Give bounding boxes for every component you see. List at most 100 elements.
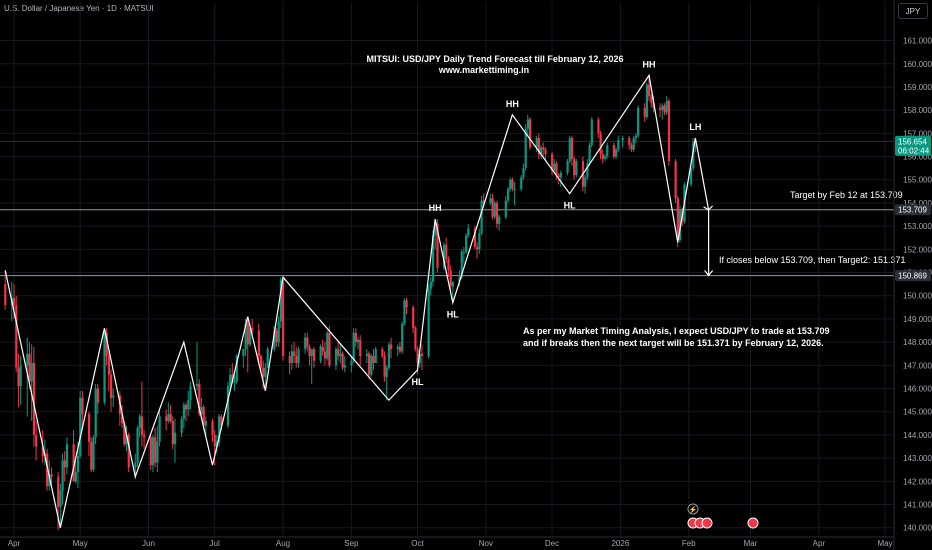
forecast-arrow-head bbox=[704, 270, 714, 277]
price-label-value: 150.869 bbox=[898, 272, 927, 281]
candle-body bbox=[678, 209, 682, 241]
candle-body bbox=[242, 349, 245, 357]
candle-body bbox=[151, 437, 155, 466]
candle-body bbox=[535, 137, 538, 148]
y-tick-label: 147.000 bbox=[903, 361, 932, 370]
candle-body bbox=[13, 298, 16, 306]
y-tick-label: 152.000 bbox=[903, 245, 932, 254]
y-tick-label: 145.000 bbox=[903, 408, 932, 417]
price-label-box bbox=[895, 135, 931, 156]
candle-body bbox=[667, 100, 671, 162]
event-flag-icon[interactable] bbox=[747, 517, 759, 529]
candle-body bbox=[154, 437, 157, 463]
candle-body bbox=[220, 416, 223, 426]
x-tick-label: Sep bbox=[344, 539, 359, 548]
y-tick-label: 159.000 bbox=[903, 83, 932, 92]
candle-body bbox=[603, 156, 607, 159]
candle-body bbox=[674, 161, 677, 199]
candle-body bbox=[498, 216, 501, 224]
candle-body bbox=[202, 407, 205, 426]
candle-body bbox=[295, 356, 298, 364]
candle-body bbox=[390, 344, 393, 350]
candle-body bbox=[41, 446, 44, 456]
candle-body bbox=[275, 330, 278, 343]
candle-body bbox=[235, 356, 238, 382]
candle-body bbox=[184, 404, 188, 410]
candle-body bbox=[370, 356, 373, 375]
time-axis[interactable]: Apr May Jun Jul Aug Sep Oct Nov Dec 2026 Feb Mar Apr… bbox=[0, 536, 894, 548]
candle-body bbox=[573, 158, 576, 176]
pivot-label: HL bbox=[447, 310, 459, 320]
candle-body bbox=[650, 96, 653, 104]
candle-body bbox=[63, 460, 66, 468]
candle-body bbox=[87, 414, 91, 442]
candle-body bbox=[414, 328, 417, 350]
y-tick-label: 146.000 bbox=[903, 385, 932, 394]
candle-body bbox=[277, 321, 280, 343]
candle-body bbox=[59, 490, 62, 507]
candle-body bbox=[429, 281, 432, 289]
candle-body bbox=[478, 233, 481, 250]
candle-body bbox=[451, 281, 455, 287]
candle-body bbox=[288, 356, 291, 364]
candle-body bbox=[173, 432, 177, 445]
candle-body bbox=[643, 107, 646, 118]
wave-line bbox=[4, 73, 710, 528]
candle-body bbox=[665, 100, 668, 113]
x-tick-label: May bbox=[73, 539, 88, 548]
x-tick-label: Apr bbox=[813, 539, 826, 548]
candle-body bbox=[46, 453, 49, 486]
candle-body bbox=[321, 346, 324, 352]
candle-body bbox=[614, 149, 618, 157]
candle-body bbox=[489, 198, 492, 203]
candle-body bbox=[385, 367, 388, 377]
candle-body bbox=[264, 367, 267, 377]
candle-body bbox=[692, 142, 695, 169]
candle-body bbox=[553, 163, 556, 171]
candle-body bbox=[526, 119, 529, 129]
candle-body bbox=[123, 423, 126, 445]
pivot-labels: HH HL HL HH HL HH LH bbox=[412, 59, 702, 387]
wave-path bbox=[4, 73, 714, 528]
candle-body bbox=[559, 172, 563, 178]
candle-body bbox=[511, 179, 514, 190]
candle-body bbox=[107, 356, 111, 375]
candle-body bbox=[229, 374, 232, 387]
candle-body bbox=[218, 416, 221, 442]
candle-body bbox=[15, 305, 18, 368]
candle-body bbox=[374, 349, 377, 364]
candle-body bbox=[617, 140, 620, 150]
currency-button[interactable]: JPY bbox=[898, 3, 928, 19]
y-tick-label: 155.000 bbox=[903, 176, 932, 185]
candle-body bbox=[465, 235, 468, 252]
candle-body bbox=[198, 383, 201, 415]
candle-body bbox=[50, 474, 53, 477]
candle-body bbox=[449, 270, 452, 287]
price-axis[interactable]: 161.000 160.000 159.000 158.000 157.000 156.0… bbox=[893, 0, 932, 550]
candle-body bbox=[387, 344, 391, 368]
candle-body bbox=[96, 388, 99, 403]
candle-body bbox=[26, 353, 29, 366]
candle-body bbox=[273, 330, 276, 350]
candle-body bbox=[520, 177, 523, 190]
candles bbox=[4, 75, 697, 531]
candle-body bbox=[566, 161, 569, 173]
candle-body bbox=[476, 247, 479, 250]
wave-arrow-head bbox=[703, 205, 714, 211]
candle-body bbox=[28, 353, 31, 382]
x-tick-label: Jul bbox=[210, 539, 220, 548]
candle-body bbox=[368, 353, 371, 375]
lightning-event-icon[interactable] bbox=[687, 503, 699, 515]
candle-body bbox=[306, 337, 309, 347]
candle-body bbox=[557, 175, 560, 178]
candle-body bbox=[659, 107, 662, 111]
candle-body bbox=[524, 128, 527, 169]
chart-subtitle: www.markettiming.in bbox=[438, 65, 529, 75]
event-flag-icon[interactable] bbox=[701, 517, 713, 529]
candle-body bbox=[92, 437, 95, 470]
candle-body bbox=[458, 277, 461, 282]
candle-body bbox=[127, 434, 130, 468]
candle-body bbox=[630, 144, 633, 150]
symbol-header: U.S. Dollar / Japanese Yen · 1D · MATSUI bbox=[4, 4, 154, 13]
